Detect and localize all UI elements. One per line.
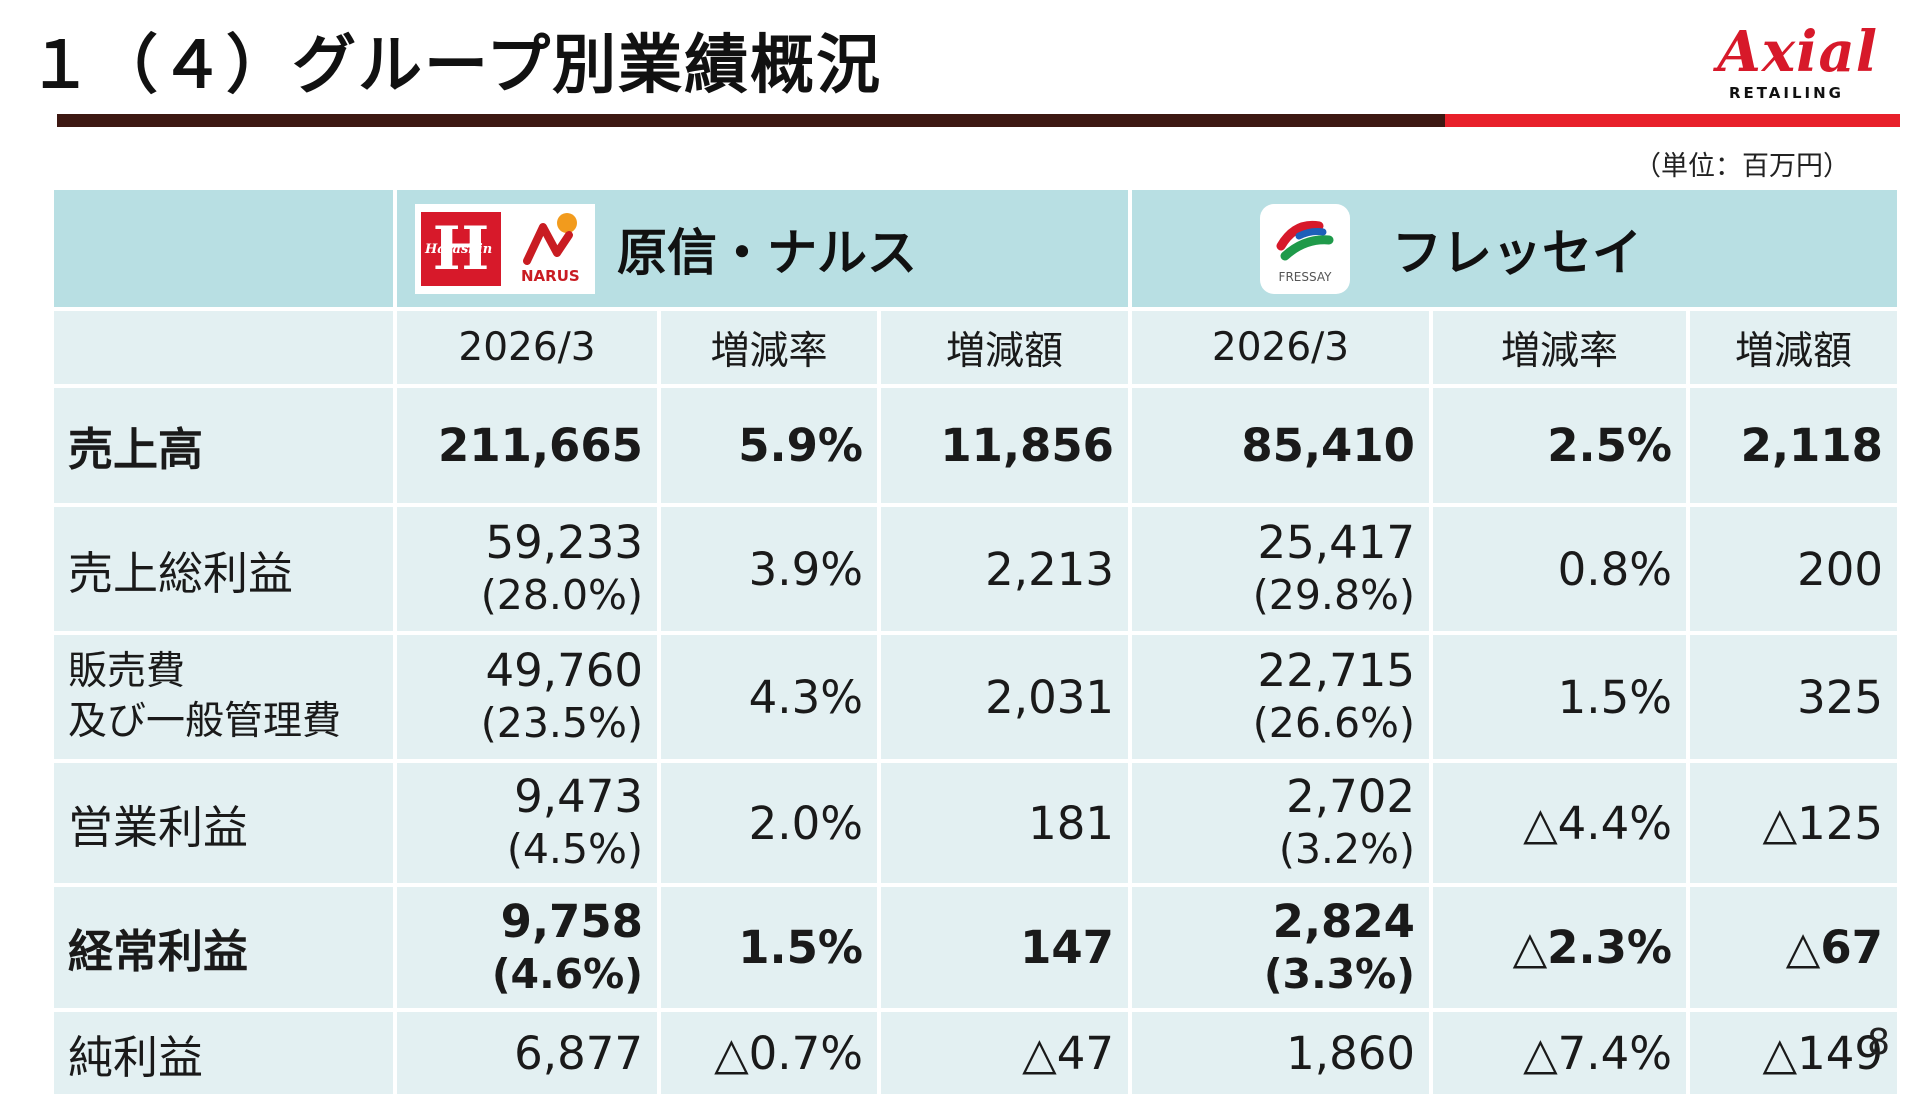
cell-fr-sales-value: 85,410 [1132,388,1429,503]
fr-ordinary-profit-ratio: (3.3%) [1263,949,1415,998]
cell-fr-ordinary-profit-value: 2,824 (3.3%) [1132,887,1429,1008]
cell-hn-gross-profit-rate: 3.9% [661,507,877,631]
cell-fr-ordinary-profit-diff: △67 [1690,887,1897,1008]
cell-fr-sga-rate: 1.5% [1433,635,1686,759]
cell-hn-sga-rate: 4.3% [661,635,877,759]
row-label-operating-profit: 営業利益 [54,763,393,883]
narus-logo: NARUS [513,209,589,289]
col-fr-rate: 増減率 [1433,311,1686,384]
divider-red [1445,114,1900,127]
hn-operating-profit-amount: 9,473 [514,770,643,823]
harashin-logo: H Harashin [421,211,501,286]
fressay-logo-text: FRESSAY [1278,269,1332,284]
cell-hn-ordinary-profit-diff: 147 [881,887,1128,1008]
fr-operating-profit-ratio: (3.2%) [1278,825,1415,873]
cell-hn-sga-diff: 2,031 [881,635,1128,759]
cell-hn-operating-profit-rate: 2.0% [661,763,877,883]
cell-fr-sales-diff: 2,118 [1690,388,1897,503]
sga-label-line1: 販売費 [68,649,186,694]
hn-gross-profit-amount: 59,233 [485,516,643,569]
title-divider [57,114,1900,127]
cell-hn-sales-rate: 5.9% [661,388,877,503]
logo-brand: Axial [1717,19,1878,85]
hn-ordinary-profit-ratio: (4.6%) [491,949,643,998]
cell-fr-sga-value: 22,715 (26.6%) [1132,635,1429,759]
cell-hn-net-income-value: 6,877 [397,1012,657,1094]
cell-hn-net-income-diff: △47 [881,1012,1128,1094]
cell-fr-gross-profit-rate: 0.8% [1433,507,1686,631]
cell-fr-ordinary-profit-rate: △2.3% [1433,887,1686,1008]
page-number: 8 [1867,1022,1890,1063]
row-label-net-income: 純利益 [54,1012,393,1094]
sga-label-line2: 及び一般管理費 [68,699,342,744]
subheader-empty [54,311,393,384]
cell-hn-sales-value: 211,665 [397,388,657,503]
col-hn-period: 2026/3 [397,311,657,384]
cell-fr-net-income-rate: △7.4% [1433,1012,1686,1094]
cell-hn-sales-diff: 11,856 [881,388,1128,503]
fr-sga-ratio: (26.6%) [1252,699,1415,747]
cell-fr-operating-profit-value: 2,702 (3.2%) [1132,763,1429,883]
narus-logo-text: NARUS [521,266,580,285]
cell-fr-net-income-value: 1,860 [1132,1012,1429,1094]
col-fr-diff: 増減額 [1690,311,1897,384]
cell-fr-operating-profit-rate: △4.4% [1433,763,1686,883]
hn-sga-ratio: (23.5%) [480,699,643,747]
group-header-harashin-narus: H Harashin NARUS 原信・ナルス [397,190,1128,307]
row-label-sales: 売上高 [54,388,393,503]
fr-gross-profit-ratio: (29.8%) [1252,571,1415,619]
cell-fr-gross-profit-value: 25,417 (29.8%) [1132,507,1429,631]
fr-ordinary-profit-amount: 2,824 [1272,894,1415,948]
company-logo: Axial RETAILING [1660,22,1890,102]
harashin-narus-logo: H Harashin NARUS [415,203,595,294]
corner-cell [54,190,393,307]
cell-fr-sga-diff: 325 [1690,635,1897,759]
cell-fr-operating-profit-diff: △125 [1690,763,1897,883]
cell-hn-ordinary-profit-value: 9,758 (4.6%) [397,887,657,1008]
cell-hn-operating-profit-diff: 181 [881,763,1128,883]
cell-hn-gross-profit-diff: 2,213 [881,507,1128,631]
fr-sga-amount: 22,715 [1257,644,1415,697]
cell-hn-gross-profit-value: 59,233 (28.0%) [397,507,657,631]
hn-operating-profit-ratio: (4.5%) [506,825,643,873]
fr-operating-profit-amount: 2,702 [1286,770,1415,823]
hn-gross-profit-ratio: (28.0%) [480,571,643,619]
cell-fr-gross-profit-diff: 200 [1690,507,1897,631]
cell-hn-ordinary-profit-rate: 1.5% [661,887,877,1008]
group-name-harashin-narus: 原信・ナルス [617,223,917,282]
col-hn-diff: 増減額 [881,311,1128,384]
unit-label: （単位：百万円） [1634,151,1850,182]
divider-dark [57,114,1445,127]
row-label-gross-profit: 売上総利益 [54,507,393,631]
logo-sub: RETAILING [1728,84,1844,102]
fressay-logo: FRESSAY [1260,203,1350,294]
cell-hn-sga-value: 49,760 (23.5%) [397,635,657,759]
fr-gross-profit-amount: 25,417 [1257,516,1415,569]
harashin-logo-text: Harashin [425,241,493,257]
cell-hn-net-income-rate: △0.7% [661,1012,877,1094]
hn-ordinary-profit-amount: 9,758 [500,894,643,948]
page-title: １（４）グループ別業績概況 [28,29,883,103]
harashin-logo-letter: H [432,213,490,284]
hn-sga-amount: 49,760 [485,644,643,697]
cell-fr-net-income-diff: △149 [1690,1012,1897,1094]
row-label-sga: 販売費 及び一般管理費 [54,635,393,759]
cell-fr-sales-rate: 2.5% [1433,388,1686,503]
group-name-fressay: フレッセイ [1392,223,1642,282]
group-header-fressay: FRESSAY フレッセイ [1132,190,1897,307]
col-fr-period: 2026/3 [1132,311,1429,384]
col-hn-rate: 増減率 [661,311,877,384]
cell-hn-operating-profit-value: 9,473 (4.5%) [397,763,657,883]
row-label-ordinary-profit: 経常利益 [54,887,393,1008]
performance-table: H Harashin NARUS 原信・ナルス FRESSAY フレッセイ [54,190,1897,1094]
